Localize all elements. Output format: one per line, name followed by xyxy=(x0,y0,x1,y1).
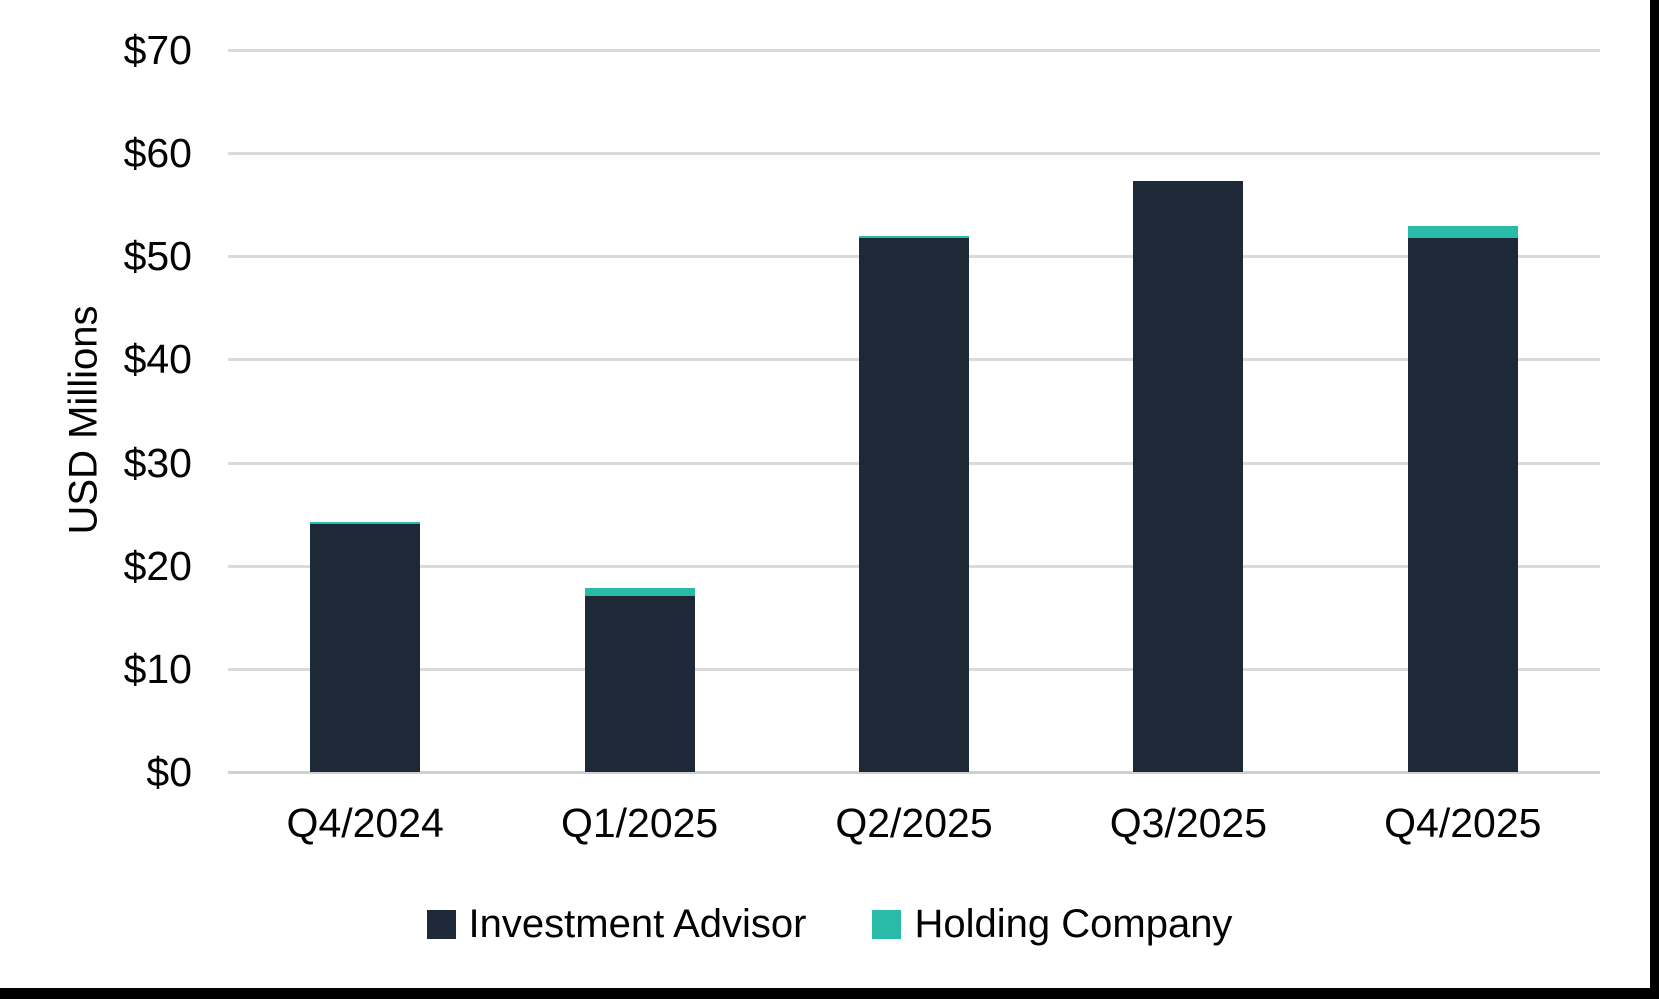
x-tick-label: Q4/2025 xyxy=(1384,800,1542,846)
legend-label: Holding Company xyxy=(914,901,1233,946)
bar-segment-investment-advisor xyxy=(859,238,969,772)
legend-item: Holding Company xyxy=(872,902,1232,947)
y-tick-label: $20 xyxy=(123,542,192,589)
bar-segment-holding-company xyxy=(1407,226,1518,238)
legend-item: Investment Advisor xyxy=(426,901,807,947)
gridline xyxy=(228,49,1600,52)
bar-segment-holding-company xyxy=(584,588,695,596)
gridline xyxy=(228,152,1600,156)
x-axis-line xyxy=(228,771,1600,774)
y-tick-label: $0 xyxy=(146,749,192,795)
bar-group xyxy=(859,236,969,772)
window-edge-right xyxy=(1650,0,1659,999)
legend-swatch-icon xyxy=(426,909,456,939)
legend-swatch-icon xyxy=(872,909,902,939)
y-tick-label: $50 xyxy=(123,233,192,280)
y-tick-label: $60 xyxy=(123,130,192,177)
bar-segment-investment-advisor xyxy=(1407,238,1518,772)
x-tick-label: Q2/2025 xyxy=(835,800,993,846)
legend: Investment Advisor Holding Company xyxy=(0,896,1659,952)
y-tick-label: $70 xyxy=(123,27,192,73)
x-tick-label: Q4/2024 xyxy=(286,800,444,846)
x-tick-label: Q3/2025 xyxy=(1109,800,1268,846)
bar-segment-holding-company xyxy=(859,236,969,238)
bar-group xyxy=(310,522,421,772)
y-tick-label: $10 xyxy=(123,645,192,692)
bar-segment-holding-company xyxy=(310,522,421,524)
window-edge-bottom xyxy=(0,988,1659,999)
bar-segment-investment-advisor xyxy=(584,596,695,772)
bar-group xyxy=(584,588,695,772)
bar-segment-investment-advisor xyxy=(310,524,421,772)
y-tick-label: $30 xyxy=(123,439,192,486)
legend-label: Investment Advisor xyxy=(468,901,807,946)
bar-segment-investment-advisor xyxy=(1133,181,1244,772)
bar-group xyxy=(1407,226,1518,772)
x-tick-label: Q1/2025 xyxy=(560,800,719,846)
bar-group xyxy=(1133,181,1244,772)
y-tick-label: $40 xyxy=(123,336,192,383)
